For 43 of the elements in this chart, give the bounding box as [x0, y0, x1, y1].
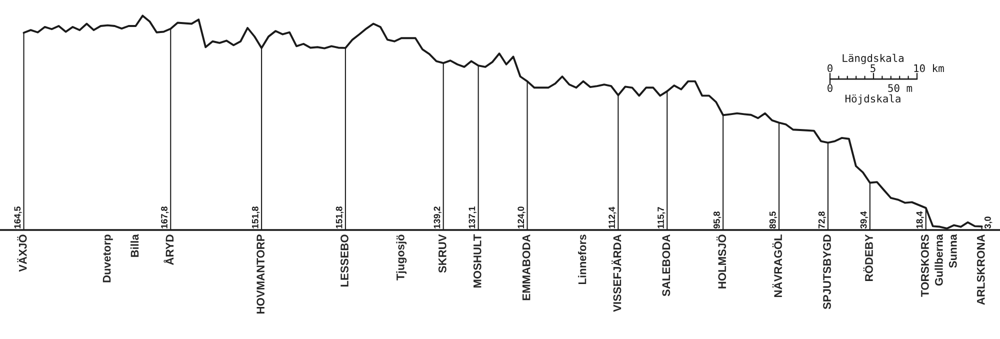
x-tick-label: RÖDEBY [863, 234, 873, 281]
x-tick-label: VÄXJÖ [17, 234, 27, 272]
x-tick-label: ARLSKRONA [976, 234, 985, 305]
x-tick-label: VISSEFJÄRDA [612, 234, 622, 312]
data-label: 151,8 [252, 206, 260, 228]
x-tick-label: SALEBODA [662, 234, 670, 296]
x-tick-label: SPJUTSBYGD [823, 234, 831, 310]
data-label: 139,2 [434, 206, 442, 228]
x-tick-label: SKRUV [438, 234, 446, 273]
data-label: 18,4 [916, 211, 924, 228]
x-tick-label: Linnefors [578, 234, 586, 284]
data-label: 72,8 [818, 212, 826, 228]
x-tick-label: MOSHULT [473, 234, 482, 288]
data-label: 164,5 [14, 206, 22, 228]
x-tick-label: EMMABODA [522, 234, 530, 300]
x-tick-label: ÅRYD [164, 234, 174, 265]
x-tick-label: HOVMANTORP [256, 234, 265, 314]
annotation: Höjdskala [845, 94, 900, 105]
annotation: Längdskala [842, 54, 904, 64]
data-label: 89,5 [769, 211, 778, 229]
data-label: 151,8 [336, 206, 344, 228]
x-tick-label: LESSEBO [340, 234, 348, 287]
data-label: 137,1 [468, 206, 476, 228]
annotation: 5 [870, 64, 876, 72]
data-label: 112,4 [608, 206, 616, 228]
x-tick-label: Tjugosjö [396, 234, 407, 280]
x-tick-label: Sunna [948, 234, 957, 268]
data-label: 124,0 [518, 206, 526, 228]
annotation: 0 [828, 64, 832, 72]
data-label: 39,4 [860, 211, 868, 229]
annotation: 10 km [914, 64, 944, 72]
x-tick-label: Gullberna [934, 234, 943, 286]
x-tick-label: Duvetorp [102, 234, 113, 282]
data-label: 95,8 [714, 212, 722, 228]
x-tick-label: Billa [130, 234, 139, 257]
data-label: 3,0 [984, 216, 992, 229]
x-tick-label: HOLMSJÖ [716, 234, 726, 288]
annotation: 50 m [888, 84, 912, 92]
annotation: 0 [828, 84, 832, 92]
data-label: 167,8 [161, 206, 169, 228]
x-tick-label: TORSKORS [920, 234, 929, 297]
x-tick-label: NÄVRAGÖL [772, 234, 782, 298]
data-label: 115,7 [658, 207, 666, 228]
